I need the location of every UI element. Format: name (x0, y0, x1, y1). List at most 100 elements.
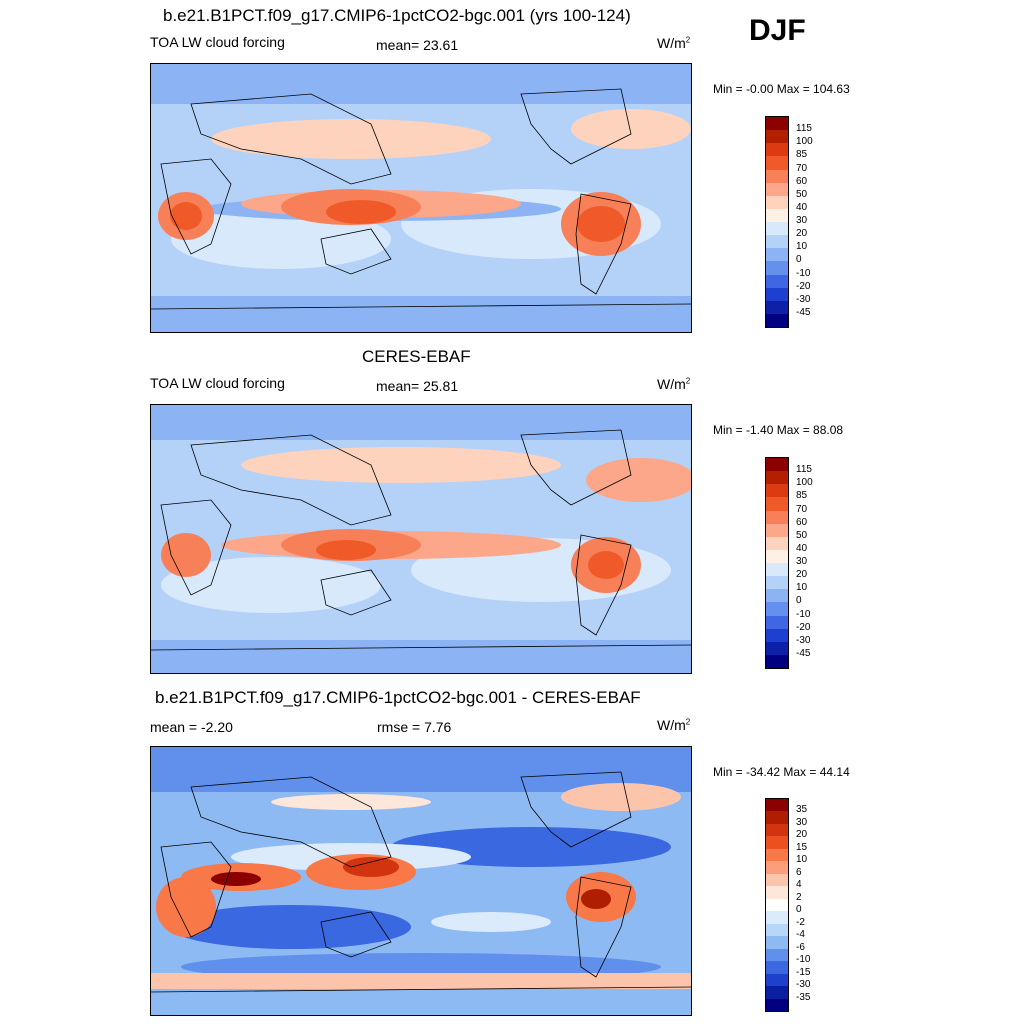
units-label: W/m2 (657, 376, 691, 392)
colorbar (765, 116, 789, 328)
colorbar-segment (766, 602, 788, 616)
colorbar-segment (766, 589, 788, 603)
colorbar-tick-label: 40 (796, 542, 808, 554)
colorbar-tick-label: 70 (796, 503, 808, 515)
map-difference (150, 746, 692, 1016)
colorbar-tick-label: 70 (796, 162, 808, 174)
colorbar-tick-label: 15 (796, 841, 808, 853)
colorbar-segment (766, 948, 788, 962)
colorbar-segment (766, 973, 788, 987)
variable-label: TOA LW cloud forcing (150, 34, 285, 50)
colorbar-tick-label: 35 (796, 804, 808, 816)
colorbar-tick-label: -30 (796, 979, 811, 991)
colorbar-tick-label: 4 (796, 879, 802, 891)
colorbar-segment (766, 823, 788, 837)
colorbar-segment (766, 936, 788, 949)
minmax-label: Min = -0.00 Max = 104.63 (713, 82, 850, 96)
colorbar-segment (766, 208, 788, 222)
colorbar-tick-label: -4 (796, 929, 805, 941)
colorbar-tick-label: 20 (796, 569, 808, 581)
colorbar-segment (766, 576, 788, 590)
colorbar-tick-label: 10 (796, 854, 808, 866)
colorbar-segment (766, 182, 788, 196)
colorbar-tick-label: -10 (796, 267, 811, 279)
colorbar-tick-label: -20 (796, 621, 811, 633)
colorbar-tick-label: 20 (796, 228, 808, 240)
colorbar-segment (766, 143, 788, 157)
colorbar-tick-label: -30 (796, 293, 811, 305)
colorbar-segment (766, 222, 788, 236)
panel-title: b.e21.B1PCT.f09_g17.CMIP6-1pctCO2-bgc.00… (163, 6, 631, 25)
minmax-label: Min = -34.42 Max = 44.14 (713, 765, 850, 779)
colorbar-tick-label: -20 (796, 280, 811, 292)
colorbar-tick-label: -15 (796, 966, 811, 978)
colorbar-segment (766, 169, 788, 183)
colorbar-tick-label: 0 (796, 904, 802, 916)
colorbar-segment (766, 861, 788, 874)
colorbar-segment (766, 261, 788, 275)
colorbar-segment (766, 848, 788, 862)
colorbar-tick-label: 100 (796, 136, 813, 148)
season-label: DJF (749, 14, 806, 47)
colorbar-segment (766, 628, 788, 642)
colorbar-segment (766, 484, 788, 498)
colorbar-segment (766, 313, 788, 327)
colorbar-tick-label: 0 (796, 254, 802, 266)
units-label: W/m2 (657, 717, 691, 733)
colorbar-segment (766, 156, 788, 170)
colorbar-segment (766, 563, 788, 577)
colorbar-segment (766, 458, 788, 472)
colorbar-tick-label: -45 (796, 306, 811, 318)
colorbar-segment (766, 641, 788, 655)
units-label: W/m2 (657, 35, 691, 51)
colorbar-segment (766, 836, 788, 849)
colorbar-tick-label: -10 (796, 608, 811, 620)
colorbar-tick-label: -45 (796, 647, 811, 659)
colorbar-segment (766, 195, 788, 209)
colorbar-segment (766, 549, 788, 563)
colorbar-tick-label: 30 (796, 816, 808, 828)
colorbar-tick-label: 85 (796, 149, 808, 161)
colorbar-tick-label: -10 (796, 954, 811, 966)
colorbar-segment (766, 536, 788, 550)
colorbar-segment (766, 811, 788, 824)
variable-label: TOA LW cloud forcing (150, 375, 285, 391)
colorbar-tick-label: 0 (796, 595, 802, 607)
colorbar-segment (766, 886, 788, 899)
colorbar-tick-label: 2 (796, 891, 802, 903)
colorbar-segment (766, 986, 788, 999)
colorbar-segment (766, 235, 788, 249)
colorbar-tick-label: 50 (796, 188, 808, 200)
mean-label: mean= 23.61 (376, 37, 459, 53)
colorbar-tick-label: 6 (796, 866, 802, 878)
colorbar-segment (766, 911, 788, 924)
colorbar-segment (766, 248, 788, 262)
colorbar-tick-label: 30 (796, 215, 808, 226)
panel-title: CERES-EBAF (362, 347, 471, 366)
colorbar-tick-label: 20 (796, 829, 808, 841)
map-model (150, 63, 692, 333)
mean-label: mean = -2.20 (150, 719, 233, 735)
colorbar-tick-label: 100 (796, 477, 813, 489)
panel-title: b.e21.B1PCT.f09_g17.CMIP6-1pctCO2-bgc.00… (155, 688, 641, 707)
colorbar-segment (766, 998, 788, 1011)
colorbar-tick-label: 50 (796, 529, 808, 541)
colorbar-tick-label: 10 (796, 241, 808, 253)
colorbar-segment (766, 471, 788, 485)
colorbar-segment (766, 300, 788, 314)
colorbar-segment (766, 274, 788, 288)
colorbar-segment (766, 873, 788, 887)
colorbar-segment (766, 654, 788, 668)
minmax-label: Min = -1.40 Max = 88.08 (713, 423, 844, 437)
colorbar-tick-label: 85 (796, 490, 808, 502)
colorbar-tick-label: 40 (796, 201, 808, 213)
colorbar-segment (766, 117, 788, 131)
colorbar-tick-label: -2 (796, 916, 805, 928)
colorbar-tick-label: 60 (796, 175, 808, 187)
colorbar-segment (766, 510, 788, 524)
map-observation (150, 404, 692, 674)
colorbar-tick-label: 60 (796, 516, 808, 528)
colorbar-segment (766, 287, 788, 301)
colorbar (765, 457, 789, 669)
colorbar (765, 798, 789, 1012)
